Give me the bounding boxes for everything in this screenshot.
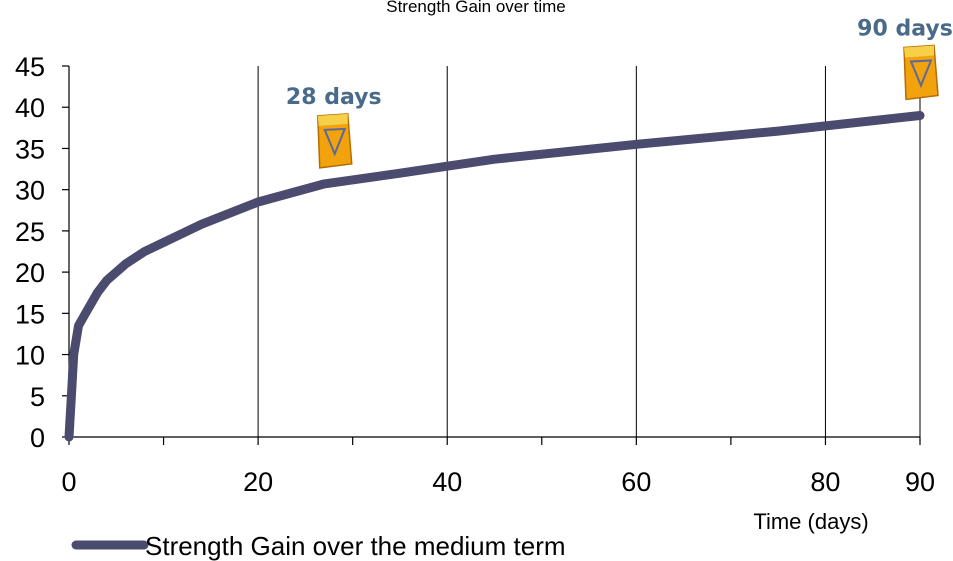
x-tick-label-40: 40 [432, 467, 462, 497]
bag-logo [323, 127, 347, 157]
x-tick-label-90: 90 [905, 467, 935, 497]
x-tick-label-0: 0 [61, 467, 76, 497]
annotation-1: 90 days [857, 16, 953, 101]
y-tick-label-40: 40 [15, 93, 45, 123]
bag-logo [909, 59, 933, 89]
legend: Strength Gain over the medium term [71, 531, 566, 561]
y-tick-label-25: 25 [15, 217, 45, 247]
prompt-product-bag-icon [316, 113, 353, 169]
y-tick-label-30: 30 [15, 176, 45, 206]
grid-lines [257, 66, 921, 437]
x-tick-label-20: 20 [243, 467, 273, 497]
y-tick-label-15: 15 [15, 299, 45, 329]
legend-label: Strength Gain over the medium term [145, 531, 566, 561]
y-tick-label-5: 5 [30, 382, 45, 412]
axes [62, 65, 921, 445]
y-tick-label-35: 35 [15, 134, 45, 164]
annotation-label-0: 28 days [286, 85, 382, 110]
series-line-0 [64, 111, 925, 442]
y-tick-label-45: 45 [15, 52, 45, 82]
annotations: 28 days 90 days [286, 16, 953, 169]
annotation-label-1: 90 days [857, 16, 953, 41]
bag-top [317, 113, 348, 126]
y-tick-label-10: 10 [15, 341, 45, 371]
annotation-0: 28 days [286, 85, 382, 169]
bag-top [904, 45, 934, 58]
prompt-product-bag-icon [903, 44, 939, 101]
bag-body [316, 113, 353, 169]
x-tick-label-80: 80 [810, 467, 840, 497]
y-tick-label-0: 0 [30, 423, 45, 453]
chart-title: Strength Gain over time [386, 0, 566, 16]
series-lines [64, 111, 925, 442]
tick-labels: 0 5 10 15 20 25 30 35 40 45 0 20 40 60 80 90 [15, 52, 935, 497]
x-axis-label: Time (days) [753, 509, 868, 534]
x-tick-label-60: 60 [621, 467, 651, 497]
y-tick-label-20: 20 [15, 258, 45, 288]
